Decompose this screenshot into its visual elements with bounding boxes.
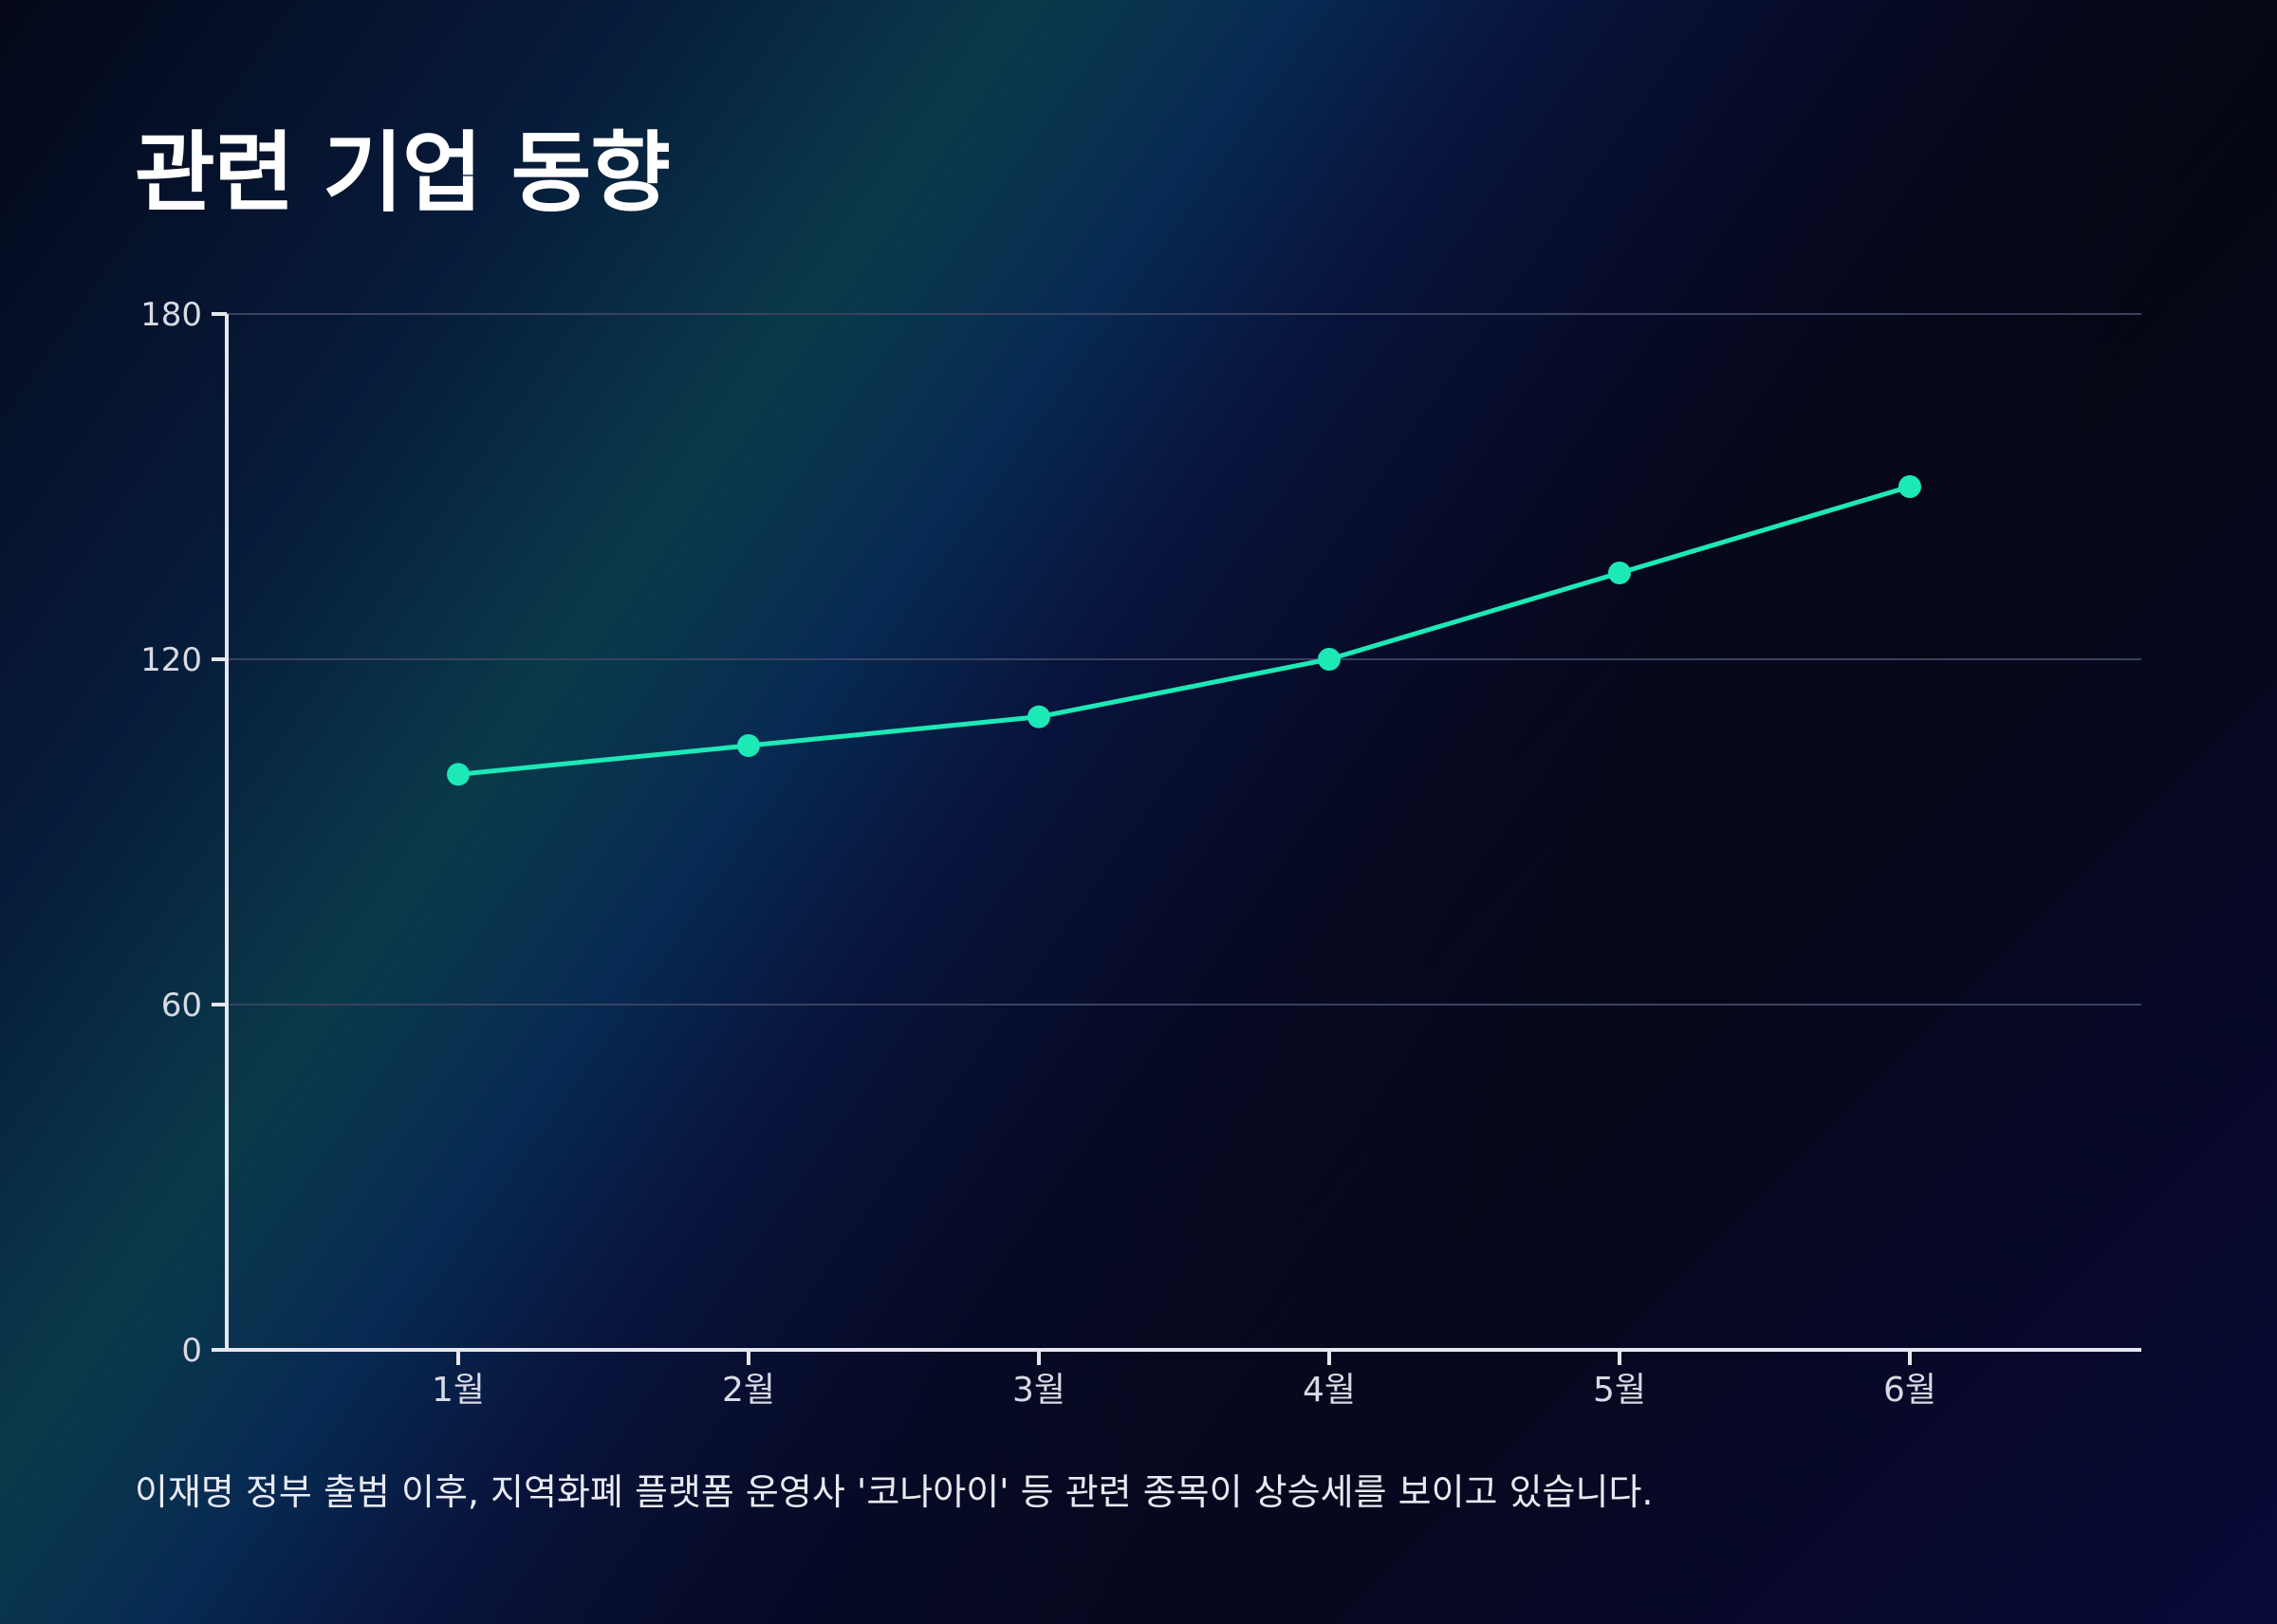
- y-tick-label: 0: [181, 1332, 202, 1370]
- chart-caption: 이재명 정부 출범 이후, 지역화폐 플랫폼 운영사 '코나아이' 등 관련 종…: [135, 1471, 1654, 1513]
- data-point: [447, 763, 470, 786]
- data-point: [1898, 475, 1921, 498]
- data-point: [1318, 648, 1341, 671]
- y-tick-label: 60: [161, 987, 202, 1024]
- x-tick-label: 5월: [1593, 1371, 1646, 1410]
- x-tick-label: 6월: [1883, 1371, 1936, 1410]
- y-tick-label: 180: [140, 296, 202, 334]
- data-point: [737, 734, 760, 757]
- data-point: [1027, 705, 1050, 729]
- series-line: [457, 484, 1911, 777]
- chart-title: 관련 기업 동향: [135, 122, 671, 224]
- x-tick-label: 4월: [1303, 1371, 1356, 1410]
- x-tick-label: 3월: [1012, 1371, 1065, 1410]
- x-tick-label: 2월: [722, 1371, 775, 1410]
- y-tick-label: 120: [140, 641, 202, 679]
- data-point: [1608, 562, 1631, 584]
- x-tick-label: 1월: [432, 1371, 485, 1410]
